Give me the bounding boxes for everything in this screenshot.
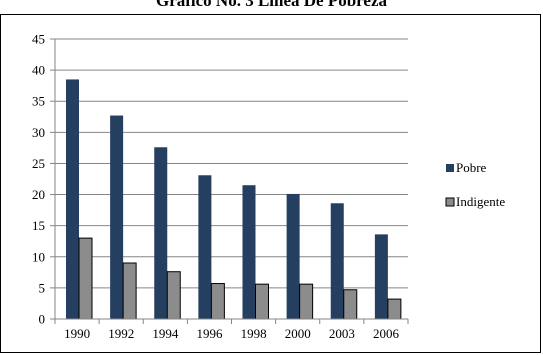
x-tick-label: 2003 bbox=[329, 326, 355, 341]
legend: Pobre Indigente bbox=[445, 160, 505, 209]
bar-indigente bbox=[210, 283, 225, 320]
x-tick-label: 1992 bbox=[108, 326, 134, 341]
x-axis-ticks: 1990 1992 1994 1996 1998 2000 2003 2006 bbox=[64, 326, 399, 341]
x-tick-label: 1998 bbox=[241, 326, 267, 341]
y-tick-label: 0 bbox=[39, 312, 46, 327]
legend-swatch-pobre bbox=[446, 164, 454, 172]
bar-indigente bbox=[343, 289, 358, 320]
x-tick-label: 1994 bbox=[152, 326, 179, 341]
bar-pobre bbox=[154, 147, 168, 319]
x-tick-label: 2000 bbox=[285, 326, 311, 341]
y-axis-ticks: 0 5 10 15 20 25 30 35 40 45 bbox=[32, 32, 45, 327]
chart-title: Gráfico No. 3 Línea De Pobreza bbox=[155, 0, 388, 10]
bar-indigente bbox=[387, 298, 402, 320]
x-tick-label: 1996 bbox=[196, 326, 223, 341]
x-tick-label: 1990 bbox=[64, 326, 90, 341]
bar-indigente bbox=[166, 271, 181, 320]
bar-indigente bbox=[122, 262, 137, 320]
chart-frame bbox=[0, 14, 541, 353]
axes bbox=[50, 38, 409, 324]
bar-indigente bbox=[299, 283, 314, 320]
bar-indigente bbox=[255, 283, 269, 320]
legend-swatch-indigente bbox=[445, 197, 455, 207]
y-tick-label: 40 bbox=[32, 63, 45, 78]
bars bbox=[66, 79, 402, 320]
bar-pobre bbox=[110, 115, 124, 320]
legend-label-indigente: Indigente bbox=[456, 194, 505, 209]
y-tick-label: 20 bbox=[32, 187, 45, 202]
bar-indigente bbox=[78, 237, 93, 320]
y-tick-label: 35 bbox=[32, 94, 45, 109]
bar-pobre bbox=[66, 79, 79, 319]
y-tick-label: 25 bbox=[32, 156, 45, 171]
y-tick-label: 15 bbox=[32, 218, 45, 233]
y-tick-label: 5 bbox=[39, 280, 46, 295]
bar-pobre bbox=[242, 185, 256, 319]
y-tick-label: 45 bbox=[32, 32, 45, 47]
y-tick-label: 30 bbox=[32, 125, 45, 140]
legend-label-pobre: Pobre bbox=[456, 160, 487, 175]
bar-pobre bbox=[330, 203, 344, 319]
y-tick-label: 10 bbox=[32, 249, 45, 264]
gridlines bbox=[55, 38, 408, 289]
x-tick-label: 2006 bbox=[373, 326, 400, 341]
bar-pobre bbox=[374, 234, 388, 319]
bar-pobre bbox=[286, 193, 300, 319]
bar-pobre bbox=[198, 175, 212, 319]
